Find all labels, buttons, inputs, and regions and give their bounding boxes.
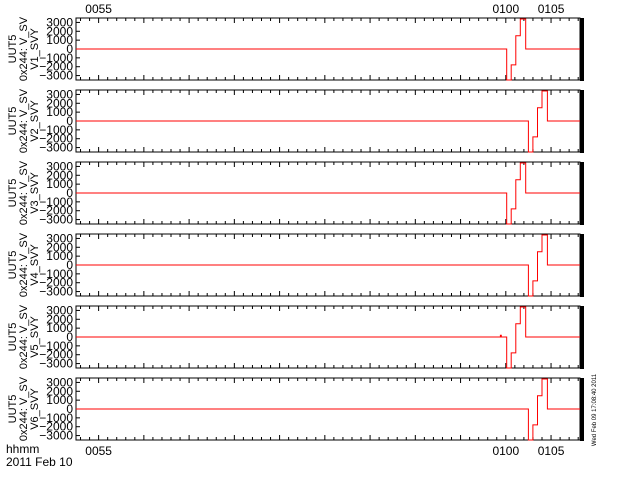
y-tick-label: −1000 — [39, 195, 73, 209]
y-tick-label: −3000 — [39, 429, 73, 443]
y-tick-label: −1000 — [39, 123, 73, 137]
y-tick-label: 2000 — [46, 96, 73, 110]
panel-y-axis-label: UUT5 — [7, 179, 19, 208]
time-unit-label: hhmm — [6, 442, 40, 456]
series-line-v6 — [76, 378, 580, 441]
y-tick-label: 3000 — [46, 375, 73, 389]
series-line-v1 — [76, 18, 580, 81]
y-tick-label: 0 — [66, 42, 73, 56]
y-tick-label: 2000 — [46, 312, 73, 326]
y-tick-label: −1000 — [39, 339, 73, 353]
y-tick-label: 2000 — [46, 168, 73, 182]
panel-y-axis-label: UUT5 — [7, 107, 19, 136]
panel-y-axis-label: 0x244: V_SV — [18, 376, 30, 441]
panel-y-axis-label: V3_SVY — [29, 172, 41, 214]
y-tick-label: 0 — [66, 402, 73, 416]
panel-y-axis-label: 0x244: V_SV — [18, 232, 30, 297]
y-tick-label: −2000 — [39, 276, 73, 290]
y-tick-label: 0 — [66, 258, 73, 272]
panel-y-axis-label: 0x244: V_SV — [18, 16, 30, 81]
y-tick-label: −3000 — [39, 69, 73, 83]
series-line-v2 — [76, 90, 580, 153]
series-line-v3 — [76, 162, 580, 225]
y-tick-label: 1000 — [46, 177, 73, 191]
y-tick-label: 3000 — [46, 303, 73, 317]
y-tick-label: 0 — [66, 114, 73, 128]
panel-right-bar — [580, 378, 584, 441]
panel-y-axis-label: UUT5 — [7, 35, 19, 64]
panel-y-axis-label: 0x244: V_SV — [18, 160, 30, 225]
panel-y-axis-label: 0x244: V_SV — [18, 304, 30, 369]
date-label: 2011 Feb 10 — [6, 455, 73, 469]
y-tick-label: −2000 — [39, 132, 73, 146]
panel-y-axis-label: V1_SVY — [29, 28, 41, 70]
y-tick-label: −1000 — [39, 267, 73, 281]
y-tick-label: 1000 — [46, 249, 73, 263]
y-tick-label: −3000 — [39, 357, 73, 371]
panel-y-axis-label: V4_SVY — [29, 244, 41, 286]
top-time-tick-label: 0055 — [85, 2, 112, 16]
y-tick-label: 0 — [66, 186, 73, 200]
y-tick-label: −1000 — [39, 51, 73, 65]
panel-y-axis-label: 0x244: V_SV — [18, 88, 30, 153]
y-tick-label: 3000 — [46, 15, 73, 29]
top-time-tick-label: 0100 — [492, 2, 519, 16]
y-tick-label: −3000 — [39, 285, 73, 299]
y-tick-label: 1000 — [46, 105, 73, 119]
bottom-time-tick-label: 0055 — [85, 444, 112, 458]
y-tick-label: −2000 — [39, 60, 73, 74]
top-time-tick-label: 0105 — [538, 2, 565, 16]
y-tick-label: 2000 — [46, 384, 73, 398]
bottom-time-tick-label: 0105 — [538, 444, 565, 458]
y-tick-label: −3000 — [39, 213, 73, 227]
y-tick-label: −2000 — [39, 420, 73, 434]
y-tick-label: −2000 — [39, 204, 73, 218]
y-tick-label: −3000 — [39, 141, 73, 155]
panel-right-bar — [580, 234, 584, 297]
panel-right-bar — [580, 162, 584, 225]
panel-y-axis-label: UUT5 — [7, 323, 19, 352]
y-tick-label: −1000 — [39, 411, 73, 425]
y-tick-label: 3000 — [46, 231, 73, 245]
panel-y-axis-label: V6_SVY — [29, 388, 41, 430]
y-tick-label: 0 — [66, 330, 73, 344]
y-tick-label: 2000 — [46, 240, 73, 254]
panel-right-bar — [580, 90, 584, 153]
bottom-time-tick-label: 0100 — [492, 444, 519, 458]
y-tick-label: 1000 — [46, 321, 73, 335]
panel-y-axis-label: UUT5 — [7, 251, 19, 280]
plot-timestamp: Wed Feb 09 17:08:40 2011 — [592, 373, 598, 446]
y-tick-label: 1000 — [46, 393, 73, 407]
y-tick-label: 3000 — [46, 87, 73, 101]
series-line-v5 — [76, 306, 580, 369]
panel-y-axis-label: UUT5 — [7, 395, 19, 424]
y-tick-label: −2000 — [39, 348, 73, 362]
y-tick-label: 3000 — [46, 159, 73, 173]
panel-y-axis-label: V2_SVY — [29, 100, 41, 142]
y-tick-label: 1000 — [46, 33, 73, 47]
panel-right-bar — [580, 18, 584, 81]
series-line-v4 — [76, 234, 580, 297]
y-tick-label: 2000 — [46, 24, 73, 38]
panel-y-axis-label: V5_SVY — [29, 316, 41, 358]
panel-right-bar — [580, 306, 584, 369]
